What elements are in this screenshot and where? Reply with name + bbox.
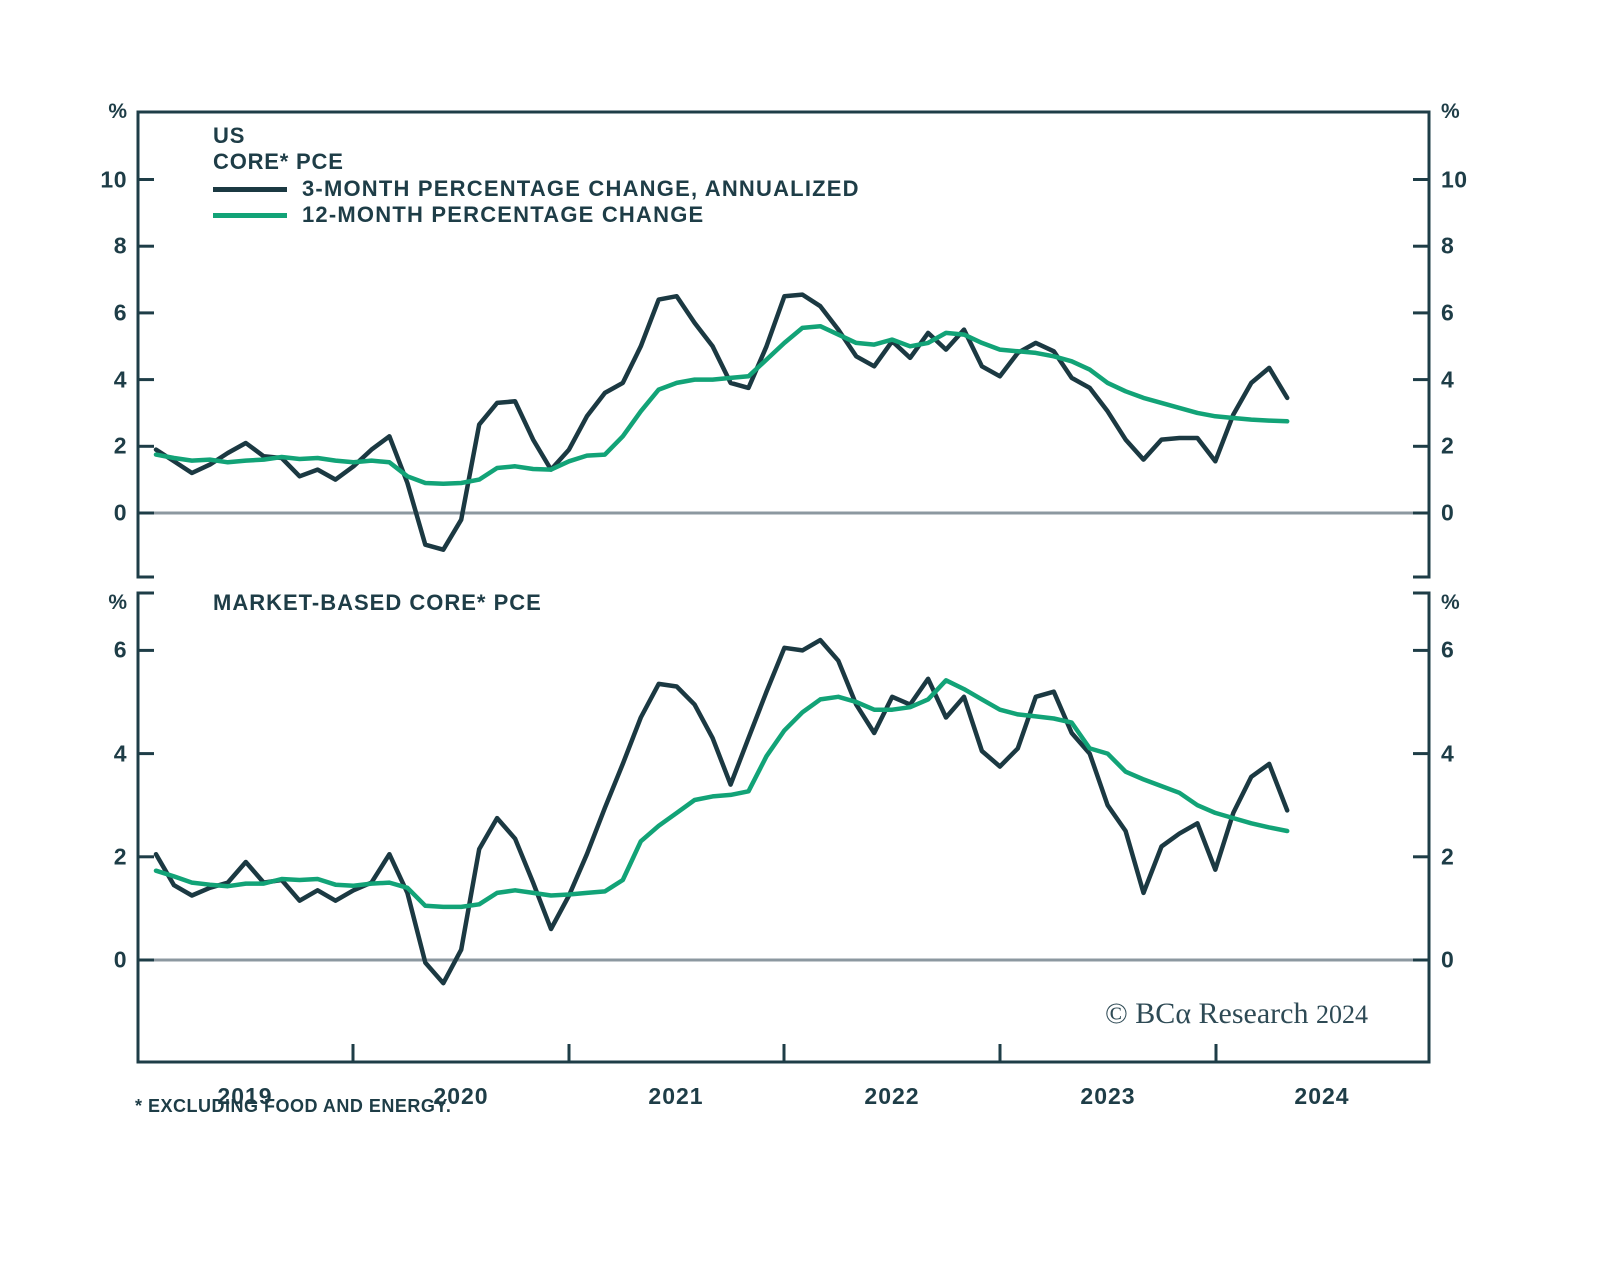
- copyright: © BCα Research 2024: [1105, 997, 1368, 1031]
- percent-label-top-right: %: [1441, 100, 1460, 123]
- x-tick-label-year: 2019: [217, 1083, 273, 1109]
- legend-item-3-month: 3-MONTH PERCENTAGE CHANGE, ANNUALIZED: [213, 176, 860, 202]
- panel-border: [136, 591, 1431, 1064]
- y-tick-label: 6: [113, 636, 127, 663]
- chart-title-block: US CORE* PCE: [213, 123, 344, 175]
- footnote: * EXCLUDING FOOD AND ENERGY.: [135, 1096, 452, 1116]
- x-tick-label-year: 2022: [864, 1083, 920, 1109]
- x-tick-label-year: 2023: [1080, 1083, 1136, 1109]
- copyright-text: © BCα Research: [1105, 997, 1309, 1030]
- series-line-3-month: [153, 637, 1290, 986]
- percent-label-bottom-left: %: [108, 591, 127, 614]
- y-tick-label: 2: [113, 432, 127, 459]
- y-tick-label: 6: [1441, 636, 1455, 663]
- chart-title-country: US: [213, 123, 246, 148]
- legend-swatch-dark-icon: [213, 186, 287, 192]
- y-tick-label: 4: [1441, 740, 1455, 767]
- y-tick-label: 6: [113, 299, 127, 326]
- percent-label-top-left: %: [108, 100, 127, 123]
- y-tick-label: 4: [113, 740, 127, 767]
- y-tick-label: 0: [1441, 946, 1455, 973]
- x-tick-label-year: 2021: [648, 1083, 704, 1109]
- y-tick-label: 10: [100, 166, 127, 192]
- y-tick-label: 4: [1441, 366, 1455, 393]
- series-line-3-month: [153, 292, 1290, 552]
- y-tick-label: 8: [113, 232, 127, 259]
- series-line-12-month: [153, 323, 1290, 486]
- series-line-12-month: [153, 678, 1290, 910]
- y-tick-label: 2: [1441, 432, 1455, 459]
- x-tick-label-year: 2024: [1294, 1083, 1350, 1109]
- y-tick-label: 8: [1441, 232, 1455, 259]
- y-tick-label: 2: [113, 843, 127, 870]
- legend-item-12-month: 12-MONTH PERCENTAGE CHANGE: [213, 202, 860, 228]
- panel-border: [136, 110, 1431, 579]
- y-tick-label: 10: [1441, 166, 1468, 192]
- bottom-panel-title: MARKET-BASED CORE* PCE: [213, 590, 542, 615]
- y-tick-label: 0: [113, 499, 127, 526]
- y-tick-label: 0: [1441, 499, 1455, 526]
- y-tick-label: 6: [1441, 299, 1455, 326]
- chart-title-series: CORE* PCE: [213, 149, 344, 174]
- legend: 3-MONTH PERCENTAGE CHANGE, ANNUALIZED 12…: [213, 176, 860, 228]
- legend-swatch-green-icon: [213, 212, 287, 218]
- legend-label-12-month: 12-MONTH PERCENTAGE CHANGE: [302, 202, 705, 227]
- y-tick-label: 4: [113, 366, 127, 393]
- y-tick-label: 0: [113, 946, 127, 973]
- x-tick-label-year: 2020: [433, 1083, 489, 1109]
- copyright-year: 2024: [1315, 1000, 1368, 1029]
- percent-label-bottom-right: %: [1441, 591, 1460, 614]
- legend-label-3-month: 3-MONTH PERCENTAGE CHANGE, ANNUALIZED: [302, 176, 860, 201]
- y-tick-label: 2: [1441, 843, 1455, 870]
